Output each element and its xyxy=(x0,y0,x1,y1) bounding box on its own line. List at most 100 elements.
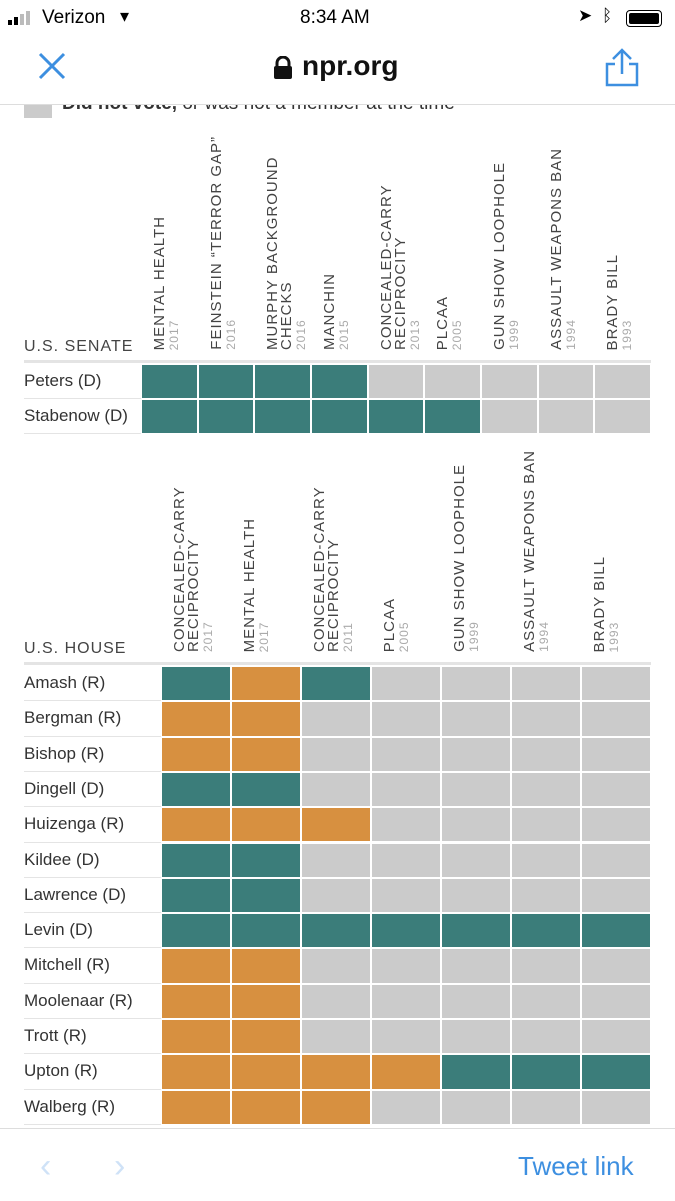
vote-cell xyxy=(511,948,581,984)
column-year: 1993 xyxy=(620,319,635,350)
vote-cell xyxy=(581,877,651,914)
vote-cell xyxy=(581,807,651,843)
column-label: CONCEALED-CARRY RECIPROCITY xyxy=(171,486,202,652)
share-icon xyxy=(605,48,639,87)
vote-cell xyxy=(371,913,441,949)
vote-cell xyxy=(161,1054,231,1090)
url-domain[interactable]: npr.org xyxy=(302,50,399,81)
close-icon xyxy=(38,52,66,80)
vote-cell xyxy=(594,364,651,399)
vote-cell xyxy=(441,807,511,843)
location-icon: ➤ xyxy=(578,6,593,25)
lock-icon xyxy=(272,55,294,85)
tweet-link-button[interactable]: Tweet link xyxy=(518,1151,634,1181)
vote-cell xyxy=(231,983,301,1019)
senate-column-header: CONCEALED-CARRY RECIPROCITY 2013 xyxy=(377,120,422,350)
forward-button[interactable]: › xyxy=(114,1147,126,1185)
column-year: 2005 xyxy=(397,621,411,652)
vote-cell xyxy=(231,948,301,984)
vote-cell xyxy=(581,1019,651,1055)
vote-cell xyxy=(371,736,441,772)
vote-cell xyxy=(441,771,511,808)
column-year: 1994 xyxy=(537,621,551,652)
house-header-rule xyxy=(24,662,651,665)
row-divider xyxy=(24,912,161,914)
vote-cell xyxy=(441,842,511,878)
member-name: Trott (R) xyxy=(24,1026,87,1045)
vote-cell xyxy=(231,877,301,914)
column-year: 2013 xyxy=(407,319,422,350)
vote-cell xyxy=(231,1089,301,1125)
member-name: Stabenow (D) xyxy=(24,406,128,425)
vote-cell xyxy=(537,364,595,399)
row-divider xyxy=(24,1053,161,1055)
vote-cell xyxy=(231,736,301,772)
vote-cell xyxy=(511,807,581,843)
row-divider xyxy=(24,1088,161,1090)
vote-cell xyxy=(371,877,441,914)
member-name: Huizenga (R) xyxy=(24,814,125,834)
column-year: 1999 xyxy=(507,319,521,350)
vote-cell xyxy=(581,1089,651,1125)
member-name: Amash (R) xyxy=(24,673,106,692)
vote-cell xyxy=(371,1054,441,1090)
back-button[interactable]: ‹ xyxy=(40,1147,52,1185)
member-name: Levin (D) xyxy=(24,920,93,940)
vote-cell xyxy=(231,1054,301,1090)
vote-cell xyxy=(161,842,231,878)
senate-column-header: FEINSTEIN “TERROR GAP” 2016 xyxy=(207,136,238,350)
vote-cell xyxy=(511,842,581,878)
vote-cell xyxy=(301,948,371,984)
vote-cell xyxy=(581,701,651,737)
vote-cell xyxy=(371,948,441,984)
vote-cell xyxy=(311,399,368,434)
vote-cell xyxy=(511,983,581,1019)
vote-cell xyxy=(511,877,581,914)
house-column-header: BRADY BILL 1993 xyxy=(591,556,621,652)
column-label: FEINSTEIN “TERROR GAP” xyxy=(207,136,225,350)
vote-cell xyxy=(581,842,651,878)
vote-cell xyxy=(511,913,581,949)
senate-column-header: ASSAULT WEAPONS BAN 1994 xyxy=(548,148,578,350)
row-divider xyxy=(24,735,161,737)
vote-cell xyxy=(594,399,651,434)
column-year: 2017 xyxy=(201,621,215,652)
vote-cell xyxy=(581,736,651,772)
battery-icon xyxy=(626,10,662,27)
row-divider xyxy=(24,982,161,984)
vote-cell xyxy=(231,666,301,702)
vote-cell xyxy=(161,877,231,914)
vote-cell xyxy=(441,983,511,1019)
vote-cell xyxy=(161,807,231,843)
row-divider xyxy=(24,806,161,808)
vote-cell xyxy=(161,1089,231,1125)
row-divider xyxy=(24,700,161,702)
column-label: CONCEALED-CARRY RECIPROCITY xyxy=(377,184,409,350)
vote-cell xyxy=(424,399,481,434)
vote-cell xyxy=(441,666,511,702)
vote-cell xyxy=(141,399,198,434)
close-button[interactable] xyxy=(36,50,68,87)
vote-cell xyxy=(301,807,371,843)
vote-cell xyxy=(537,399,595,434)
vote-cell xyxy=(301,842,371,878)
member-name: Mitchell (R) xyxy=(24,955,110,975)
senate-column-header: GUN SHOW LOOPHOLE 1999 xyxy=(491,162,521,350)
vote-cell xyxy=(254,399,311,434)
row-divider xyxy=(24,770,161,772)
vote-cell xyxy=(424,364,481,399)
column-label: PLCAA xyxy=(434,295,452,350)
vote-cell xyxy=(301,877,371,914)
vote-cell xyxy=(161,736,231,772)
senate-column-header: PLCAA 2005 xyxy=(434,295,464,350)
vote-cell xyxy=(301,701,371,737)
member-name: Peters (D) xyxy=(24,371,102,390)
share-button[interactable] xyxy=(604,48,640,93)
house-column-header: CONCEALED-CARRY RECIPROCITY 2011 xyxy=(311,422,355,652)
house-column-header: ASSAULT WEAPONS BAN 1994 xyxy=(521,450,551,652)
vote-cell xyxy=(231,701,301,737)
vote-cell xyxy=(254,364,311,399)
member-name: Upton (R) xyxy=(24,1061,98,1081)
vote-cell xyxy=(511,666,581,702)
vote-cell xyxy=(371,842,441,878)
